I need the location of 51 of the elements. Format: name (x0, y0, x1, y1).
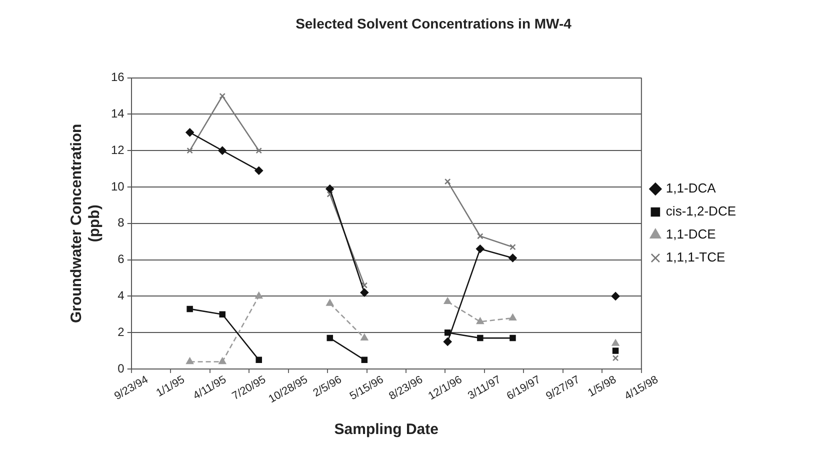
y-tick-label: 8 (118, 216, 125, 230)
point (186, 147, 193, 154)
point (326, 334, 334, 342)
legend-label: cis-1,2-DCE (666, 204, 736, 219)
point (612, 348, 619, 354)
chart-title: Selected Solvent Concentrations in MW-4 (296, 15, 572, 32)
point (361, 282, 368, 288)
point (612, 354, 619, 362)
point (509, 314, 516, 320)
y-tick-label: 10 (110, 179, 125, 194)
point (611, 292, 620, 300)
legend-label: 1,1,1-TCE (666, 250, 726, 265)
point (256, 356, 262, 364)
legend-label: 1,1-DCA (666, 180, 716, 196)
point (612, 339, 620, 346)
point (476, 244, 484, 254)
y-tick-label: 16 (110, 70, 125, 84)
y-tick-label: 0 (118, 361, 125, 376)
point (256, 147, 262, 154)
point (218, 358, 226, 364)
point (218, 146, 227, 155)
y-tick-label: 4 (118, 288, 125, 303)
point (326, 184, 334, 193)
point (444, 178, 451, 185)
point (476, 318, 484, 324)
point (360, 288, 369, 297)
x-axis-title: Sampling Date (334, 421, 438, 438)
legend-label: 1,1-DCE (666, 226, 716, 242)
point (477, 233, 484, 240)
point (186, 128, 194, 137)
point (219, 92, 226, 100)
point (361, 356, 368, 364)
point (360, 334, 368, 340)
point (510, 244, 516, 250)
point (443, 338, 452, 346)
y-tick-label: 14 (110, 106, 125, 121)
point (326, 191, 334, 198)
point (477, 334, 484, 342)
point (186, 306, 193, 312)
y-tick-label: 2 (118, 324, 125, 339)
point (508, 254, 517, 262)
point (186, 358, 194, 364)
point (444, 298, 452, 304)
y-tick-label: 12 (110, 142, 125, 157)
point (255, 292, 263, 299)
point (219, 311, 226, 318)
point (510, 334, 516, 342)
y-tick-label: 6 (118, 252, 125, 266)
y-axis-title: Groundwater Concentration (ppb) (68, 124, 104, 323)
point (326, 299, 334, 306)
point (254, 166, 264, 175)
